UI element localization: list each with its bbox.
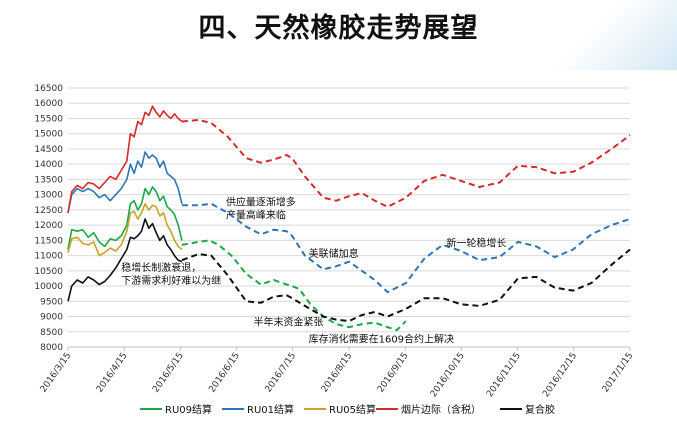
annotation-2: 美联储加息 [309, 247, 359, 260]
annotation-line: 下游需求利好难以为继 [121, 274, 221, 287]
legend: RU09结算 RU01结算 RU05结算 烟片边际（含税） 复合胶 [140, 403, 555, 416]
annotation-1: 供应量逐渐增多产量高峰来临 [226, 195, 296, 221]
y-tick-label: 12000 [34, 221, 63, 231]
y-tick-label: 11000 [34, 252, 63, 262]
annotation-line: 稳增长制激衰退， [121, 261, 201, 274]
y-tick-label: 10000 [34, 282, 63, 292]
y-tick-label: 9500 [40, 297, 63, 307]
y-tick-label: 16000 [34, 99, 63, 109]
annotation-3: 新一轮稳增长 [446, 236, 506, 249]
y-tick-label: 8000 [40, 343, 63, 353]
series-line-4 [67, 105, 183, 214]
legend-label-5: 复合胶 [525, 403, 555, 416]
annotation-line: 新一轮稳增长 [446, 236, 506, 249]
forecast-line-5 [181, 248, 631, 323]
legend-label-1: RU09结算 [165, 403, 212, 416]
y-tick-label: 14000 [34, 160, 63, 170]
legend-label-3: RU05结算 [329, 403, 376, 416]
x-tick-label: 2016/11/15 [485, 351, 523, 399]
x-tick-label: 2016/5/15 [151, 351, 186, 395]
x-tick-label: 2016/9/15 [376, 351, 411, 395]
x-tick-label: 2016/12/15 [541, 351, 579, 399]
annotation-line: 半年末资金紧张 [253, 316, 323, 329]
annotation-4: 稳增长制激衰退，下游需求利好难以为继 [121, 261, 221, 287]
forecast-line-1 [181, 239, 407, 332]
x-tick-label: 2016/4/15 [95, 351, 130, 395]
header-accent [537, 0, 677, 70]
x-tick-label: 2016/3/15 [39, 351, 74, 395]
series-line-3 [67, 203, 183, 257]
y-tick-label: 10500 [34, 267, 63, 277]
y-tick-label: 9000 [40, 313, 63, 323]
annotation-line: 产量高峰来临 [226, 208, 286, 221]
x-tick-label: 2016/8/15 [320, 351, 355, 395]
y-tick-label: 12500 [34, 206, 63, 216]
x-tick-label: 2016/7/15 [264, 351, 299, 395]
series-lines [67, 105, 631, 332]
forecast-line-2 [181, 202, 631, 294]
y-tick-label: 15500 [34, 114, 63, 124]
annotation-line: 美联储加息 [309, 247, 359, 260]
axes: 8000 8500 9000 9500 10000 10500 11000 11500 1200… [34, 84, 635, 399]
annotation-line: 库存消化需要在1609合约上解决 [309, 332, 454, 345]
legend-label-2: RU01结算 [247, 403, 294, 416]
y-tick-label: 11500 [34, 236, 63, 246]
forecast-line-4 [181, 119, 631, 208]
annotation-5: 半年末资金紧张 [253, 316, 323, 329]
slide-title: 四、天然橡胶走势展望 [198, 13, 479, 44]
y-tick-label: 13000 [34, 191, 63, 201]
annotation-6: 库存消化需要在1609合约上解决 [309, 332, 454, 345]
grid-lines [68, 87, 630, 348]
y-tick-label: 8500 [40, 328, 63, 338]
x-tick-label: 2017/1/15 [601, 351, 636, 395]
series-line-1 [67, 186, 183, 250]
series-line-5 [67, 218, 183, 302]
annotation-line: 供应量逐渐增多 [226, 195, 296, 208]
x-tick-label: 2016/6/15 [207, 351, 242, 395]
x-tick-label: 2016/10/15 [429, 351, 467, 399]
y-tick-label: 14500 [34, 145, 63, 155]
y-tick-label: 16500 [34, 84, 63, 94]
y-tick-label: 15000 [34, 130, 63, 140]
series-line-2 [67, 151, 183, 214]
legend-label-4: 烟片边际（含税） [401, 403, 481, 416]
y-tick-label: 13500 [34, 175, 63, 185]
